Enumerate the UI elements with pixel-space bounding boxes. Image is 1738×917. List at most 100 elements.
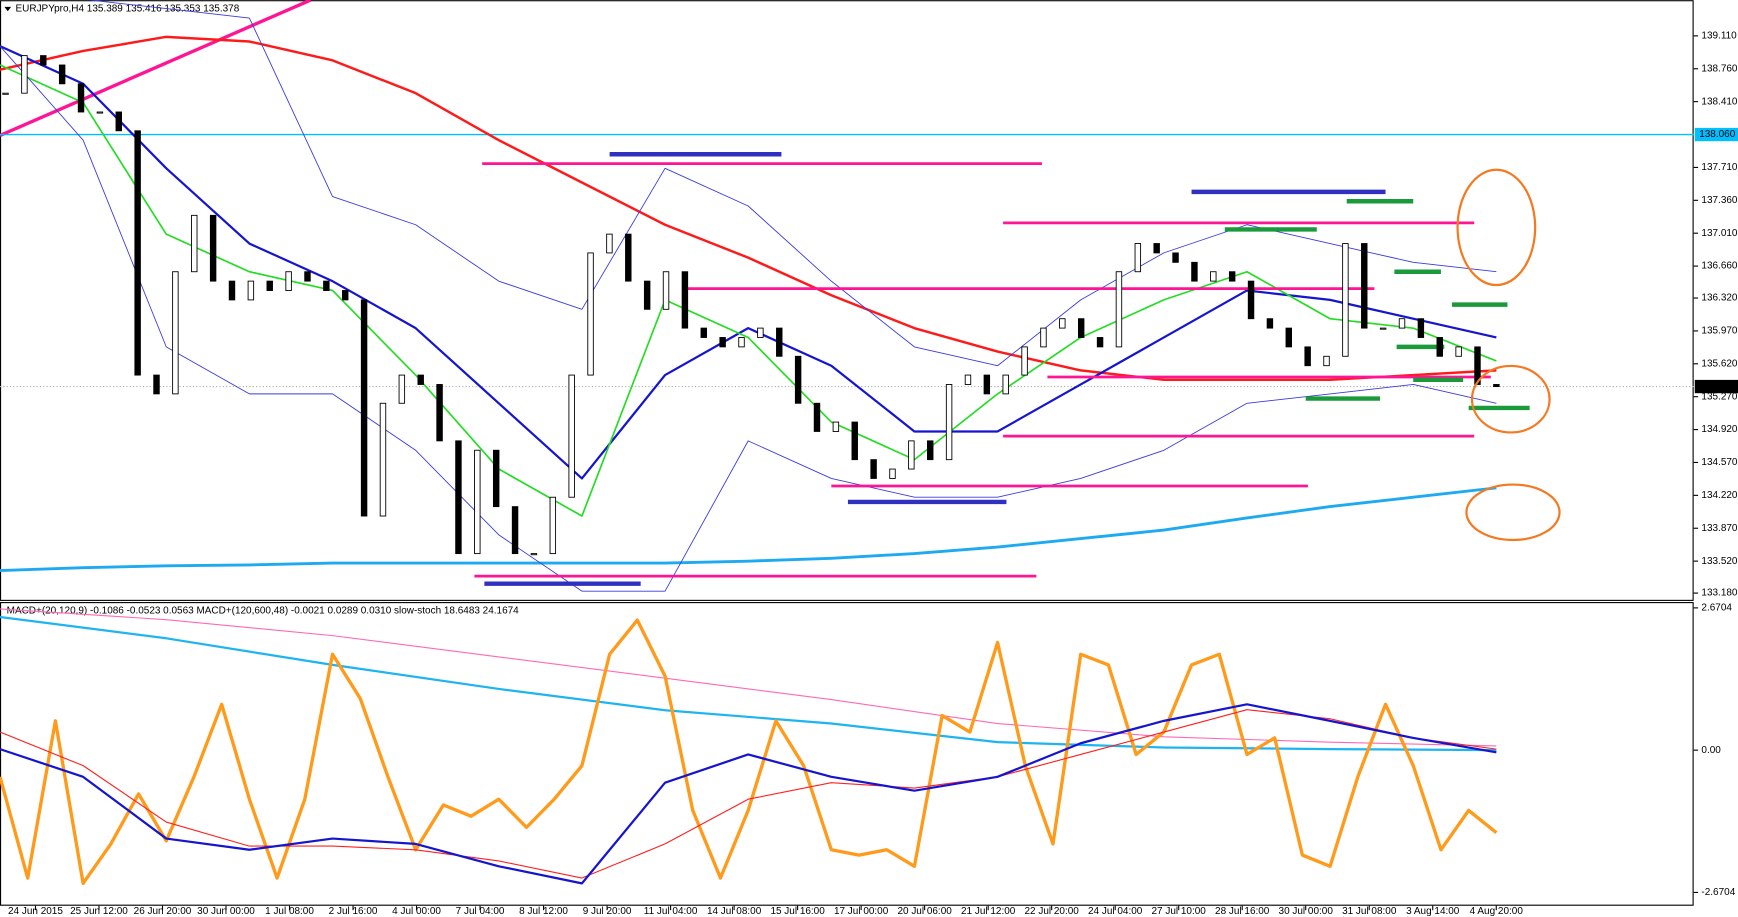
candle bbox=[964, 374, 972, 385]
candle bbox=[323, 280, 330, 291]
candle bbox=[794, 355, 802, 404]
x-tick-label: 25 Jun 12:00 bbox=[70, 906, 128, 917]
indicator-line bbox=[0, 45, 1497, 480]
candle bbox=[1493, 384, 1500, 387]
candle bbox=[908, 440, 915, 470]
candle bbox=[21, 55, 28, 94]
indicator-line bbox=[0, 709, 1497, 879]
indicator-line bbox=[0, 35, 1497, 382]
indicator-line bbox=[85, 0, 1497, 367]
candle bbox=[1304, 346, 1311, 367]
y-tick-label: 138.760 bbox=[1701, 63, 1737, 74]
candle bbox=[1191, 261, 1198, 282]
x-tick-label: 31 Jul 08:00 bbox=[1342, 906, 1397, 917]
x-tick-label: 2 Jul 16:00 bbox=[329, 906, 378, 917]
candle bbox=[266, 280, 273, 291]
candle bbox=[1210, 271, 1217, 282]
x-tick-label: 4 Jul 00:00 bbox=[392, 906, 441, 917]
x-tick-label: 24 Jul 04:00 bbox=[1088, 906, 1143, 917]
x-tick-label: 15 Jul 16:00 bbox=[770, 906, 825, 917]
last-price-label: 135.378 bbox=[1699, 381, 1735, 392]
x-tick-label: 20 Jul 06:00 bbox=[897, 906, 952, 917]
y-tick-label: 134.220 bbox=[1701, 490, 1737, 501]
x-tick-label: 28 Jul 16:00 bbox=[1215, 906, 1270, 917]
price-box bbox=[1694, 127, 1738, 142]
candle bbox=[455, 440, 462, 555]
candle bbox=[776, 327, 783, 357]
candle bbox=[1172, 252, 1179, 263]
price-box bbox=[1694, 379, 1738, 394]
candle bbox=[436, 384, 443, 442]
y-tick-label: 135.970 bbox=[1701, 326, 1737, 337]
y-tick-label: 136.660 bbox=[1701, 261, 1737, 272]
menu-arrow[interactable] bbox=[4, 6, 12, 12]
y-tick-label: 133.870 bbox=[1701, 523, 1737, 534]
candle bbox=[172, 271, 179, 395]
candle bbox=[889, 468, 896, 479]
x-tick-label: 1 Jul 08:00 bbox=[265, 906, 314, 917]
candle bbox=[1266, 318, 1274, 329]
candle bbox=[360, 299, 368, 517]
y-tick-label: 135.270 bbox=[1701, 391, 1737, 402]
candle bbox=[1247, 280, 1255, 320]
candle bbox=[832, 421, 840, 432]
candle bbox=[927, 440, 934, 461]
candle bbox=[342, 290, 349, 301]
ellipse bbox=[1465, 483, 1561, 542]
candle bbox=[1040, 327, 1047, 348]
x-tick-label: 9 Jul 20:00 bbox=[583, 906, 632, 917]
candle bbox=[285, 271, 292, 291]
candle bbox=[851, 421, 858, 461]
y-tick-label: 138.410 bbox=[1701, 96, 1737, 107]
y-tick-label: 139.110 bbox=[1701, 31, 1737, 42]
x-tick-label: 21 Jul 12:00 bbox=[961, 906, 1016, 917]
y-tick-label: -2.6704 bbox=[1701, 887, 1735, 898]
candle bbox=[719, 337, 726, 348]
candle bbox=[153, 374, 160, 395]
candle bbox=[77, 83, 85, 113]
candle bbox=[492, 449, 500, 508]
candle bbox=[40, 55, 47, 66]
indicator-line bbox=[0, 486, 1497, 573]
candle bbox=[379, 402, 387, 517]
x-tick-label: 7 Jul 04:00 bbox=[456, 906, 505, 917]
candle bbox=[1153, 243, 1160, 254]
indicator-line bbox=[0, 608, 1497, 747]
candle bbox=[530, 553, 538, 556]
x-tick-label: 24 Jun 2015 bbox=[8, 906, 63, 917]
candle bbox=[247, 280, 255, 301]
x-tick-label: 17 Jul 00:00 bbox=[834, 906, 889, 917]
candle bbox=[1115, 271, 1123, 348]
candle bbox=[700, 327, 707, 338]
candle bbox=[738, 337, 745, 348]
candle bbox=[606, 233, 613, 254]
candle bbox=[1474, 346, 1481, 385]
candle bbox=[1379, 327, 1387, 330]
candle bbox=[2, 92, 9, 95]
x-tick-label: 4 Aug 20:00 bbox=[1470, 906, 1524, 917]
candle bbox=[1398, 318, 1406, 329]
ellipse bbox=[1456, 168, 1537, 287]
candle bbox=[1323, 355, 1330, 367]
candle bbox=[1021, 346, 1028, 376]
candle bbox=[1361, 243, 1368, 329]
y-tick-label: 133.180 bbox=[1701, 588, 1737, 599]
x-tick-label: 14 Jul 08:00 bbox=[707, 906, 762, 917]
candle bbox=[304, 271, 311, 282]
candle bbox=[58, 64, 66, 85]
x-tick-label: 30 Jul 00:00 bbox=[1279, 906, 1334, 917]
symbol-header: EURJPYpro,H4 135.389 135.416 135.353 135… bbox=[16, 4, 240, 15]
candle bbox=[1285, 327, 1292, 348]
trend-line bbox=[0, 0, 312, 137]
candle bbox=[757, 327, 764, 338]
candle bbox=[662, 271, 670, 310]
candle bbox=[1002, 374, 1009, 395]
indicator-label: MACD+(20,120,9) -0.1086 -0.0523 0.0563 M… bbox=[7, 606, 520, 617]
candle bbox=[191, 214, 198, 273]
candle bbox=[1228, 271, 1236, 282]
candle bbox=[209, 214, 217, 282]
candle bbox=[115, 111, 122, 132]
indicator-line bbox=[0, 703, 1497, 885]
